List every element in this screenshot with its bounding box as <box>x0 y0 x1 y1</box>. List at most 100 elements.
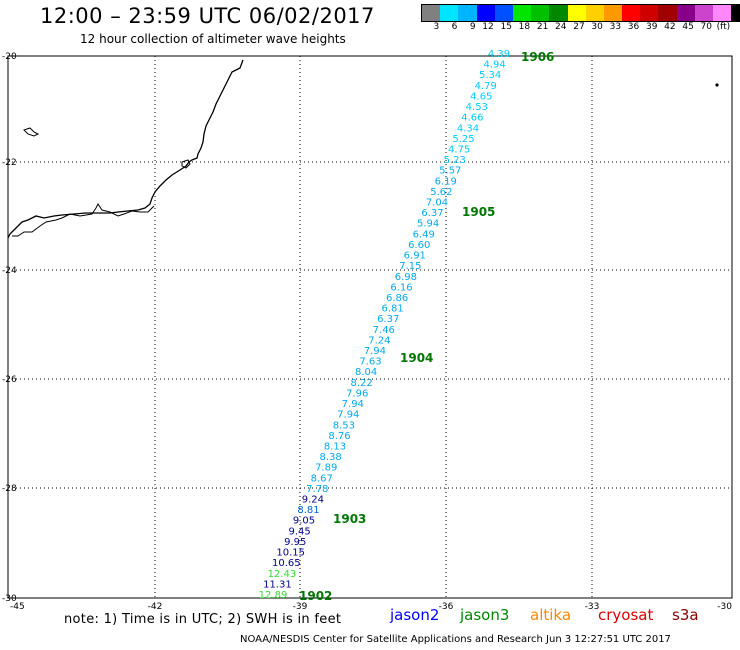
credit-line: NOAA/NESDIS Center for Satellite Applica… <box>240 634 671 645</box>
legend-label: 70 <box>700 22 712 32</box>
wave-height-reading: 6.19 <box>435 176 457 187</box>
satellite-legend-item: s3a <box>672 606 699 624</box>
satellite-legend-item: jason2 <box>390 606 440 624</box>
island-outline-2 <box>181 159 191 169</box>
latitude-label: -22 <box>2 158 17 168</box>
legend-swatch <box>676 5 695 21</box>
legend-label: 27 <box>573 22 585 32</box>
wave-height-reading: 6.60 <box>408 240 430 251</box>
wave-height-reading: 12.43 <box>268 569 297 580</box>
latitude-label: -20 <box>2 52 17 62</box>
wave-height-reading: 4.75 <box>448 145 470 156</box>
legend-label: 30 <box>591 22 603 32</box>
wave-height-reading: 5.34 <box>479 70 501 81</box>
wave-height-reading: 9.45 <box>288 526 310 537</box>
wave-height-reading: 4.34 <box>457 123 479 134</box>
wave-height-reading: 11.31 <box>263 579 292 590</box>
wave-height-reading: 5.94 <box>417 219 439 230</box>
wave-height-reading: 7.96 <box>346 389 368 400</box>
wave-height-reading: 9.05 <box>293 516 315 527</box>
legend-label: (ft) <box>716 22 731 32</box>
legend-swatch <box>603 5 623 21</box>
wave-height-reading: 4.79 <box>475 81 497 92</box>
island-dot <box>715 83 719 87</box>
color-scale-legend <box>421 4 740 22</box>
longitude-label: -42 <box>148 602 163 612</box>
wave-height-reading: 9.24 <box>302 495 324 506</box>
footer-note: note: 1) Time is in UTC; 2) SWH is in fe… <box>64 612 342 627</box>
legend-swatch <box>713 5 732 21</box>
wave-height-reading: 7.94 <box>342 399 364 410</box>
legend-label: 12 <box>482 22 494 32</box>
legend-label: 15 <box>500 22 512 32</box>
time-label: 1902 <box>299 589 332 603</box>
legend-swatch <box>476 5 495 21</box>
legend-label: 9 <box>469 22 476 32</box>
wave-height-reading: 6.91 <box>404 251 426 262</box>
wave-height-reading: 6.37 <box>421 208 443 219</box>
bay-outline <box>12 203 155 237</box>
legend-label: 39 <box>645 22 658 32</box>
wave-height-reading: 8.76 <box>328 431 350 442</box>
wave-height-reading: 8.81 <box>297 505 319 516</box>
wave-height-reading: 4.65 <box>470 91 492 102</box>
legend-swatch <box>440 5 459 21</box>
wave-height-reading: 12.89 <box>259 590 288 601</box>
satellite-legend-item: cryosat <box>598 606 654 624</box>
island-outline <box>23 127 40 137</box>
wave-height-reading: 5.25 <box>452 134 474 145</box>
wave-height-reading: 8.04 <box>355 367 377 378</box>
legend-swatch <box>531 5 550 21</box>
wave-height-reading: 6.98 <box>395 272 417 283</box>
wave-height-reading: 8.67 <box>311 473 333 484</box>
wave-height-reading: 7.24 <box>368 335 390 346</box>
color-scale-labels: 3 6 9 12 15 18 21 24 27 30 33 36 39 42 45 70 (ft) <box>421 22 733 32</box>
map-frame <box>7 55 733 599</box>
legend-label: 33 <box>609 22 622 32</box>
legend-label: 18 <box>518 22 531 32</box>
legend-swatch <box>422 5 441 21</box>
wave-height-reading: 9.95 <box>284 537 306 548</box>
latitude-label: -26 <box>2 375 17 385</box>
latitude-label: -28 <box>2 484 17 494</box>
legend-swatch <box>658 5 677 21</box>
wave-height-reading: 4.94 <box>483 60 505 71</box>
legend-swatch <box>622 5 641 21</box>
wave-height-reading: 7.04 <box>426 198 448 209</box>
wave-height-reading: 10.65 <box>272 558 301 569</box>
legend-swatch <box>694 5 713 21</box>
legend-label: 3 <box>433 22 440 32</box>
wave-height-reading: 4.39 <box>488 49 510 60</box>
wave-height-reading: 8.53 <box>333 420 355 431</box>
wave-height-reading: 10.15 <box>276 548 305 559</box>
legend-swatch <box>494 5 513 21</box>
time-label: 1906 <box>521 50 554 64</box>
time-label: 1903 <box>333 512 366 526</box>
wave-height-reading: 5.23 <box>444 155 466 166</box>
legend-swatch <box>458 5 477 21</box>
wave-height-reading: 7.94 <box>364 346 386 357</box>
time-label: 1905 <box>462 205 495 219</box>
satellite-legend-item: jason3 <box>460 606 510 624</box>
longitude-label: -30 <box>717 602 732 612</box>
latitude-label: -24 <box>2 266 17 276</box>
latitude-label: -30 <box>2 594 17 604</box>
map-title: 12:00 – 23:59 UTC 06/02/2017 <box>40 4 375 28</box>
wave-height-reading: 7.89 <box>315 463 337 474</box>
legend-label: 42 <box>664 22 676 32</box>
wave-height-reading: 6.49 <box>413 229 435 240</box>
wave-height-reading: 8.38 <box>319 452 341 463</box>
legend-label: 36 <box>627 22 640 32</box>
longitude-label: -45 <box>10 602 25 612</box>
wave-height-reading: 7.78 <box>306 484 328 495</box>
legend-label: 45 <box>682 22 694 32</box>
legend-label: 6 <box>451 22 458 32</box>
legend-swatch <box>512 5 532 21</box>
time-label: 1904 <box>400 351 433 365</box>
legend-swatch <box>585 5 604 21</box>
satellite-legend-item: altika <box>530 606 572 624</box>
wave-height-reading: 5.57 <box>439 166 461 177</box>
wave-height-reading: 8.22 <box>350 378 372 389</box>
wave-height-reading: 4.53 <box>466 102 488 113</box>
